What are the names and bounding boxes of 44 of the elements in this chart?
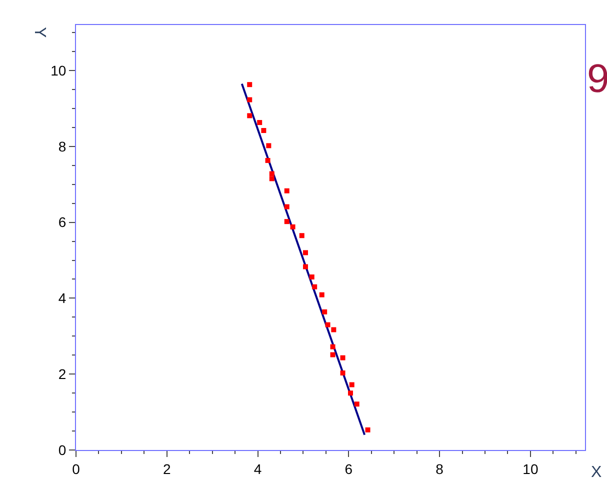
point	[247, 113, 252, 118]
point	[303, 264, 308, 270]
point	[299, 233, 304, 238]
x-tick-label: 10	[522, 460, 538, 477]
point	[284, 219, 290, 224]
point	[349, 382, 354, 388]
point	[330, 344, 336, 350]
point	[325, 322, 330, 328]
point	[266, 143, 272, 148]
point	[330, 352, 336, 358]
point	[257, 120, 262, 126]
x-tick-label: 2	[162, 460, 171, 477]
point	[340, 355, 346, 360]
y-tick-label: 10	[50, 62, 66, 78]
point	[290, 224, 296, 230]
y-tick-label: 0	[58, 442, 66, 458]
point	[284, 204, 290, 210]
x-axis-title: X	[591, 464, 602, 481]
y-tick-label: 2	[58, 366, 66, 382]
point	[284, 188, 290, 194]
point	[331, 327, 336, 332]
y-tick-label: 6	[58, 214, 66, 230]
point	[340, 370, 346, 376]
point	[365, 427, 370, 432]
point	[269, 176, 274, 182]
x-tick-label: 4	[254, 460, 262, 477]
point	[322, 309, 328, 314]
point	[303, 250, 308, 256]
x-tick-label: 0	[72, 460, 80, 477]
x-tick-label: 8	[436, 460, 444, 477]
point	[309, 274, 314, 280]
point	[312, 284, 318, 290]
point	[319, 292, 324, 298]
y-tick-label: 4	[58, 290, 66, 306]
point	[247, 82, 252, 88]
point	[269, 171, 274, 176]
point	[247, 97, 252, 102]
point	[354, 402, 360, 407]
y-tick-label: 8	[58, 138, 66, 154]
point	[261, 128, 266, 133]
x-tick-label: 6	[344, 460, 353, 477]
point	[348, 390, 353, 396]
y-axis-title: Y	[31, 27, 48, 38]
point	[265, 158, 270, 163]
